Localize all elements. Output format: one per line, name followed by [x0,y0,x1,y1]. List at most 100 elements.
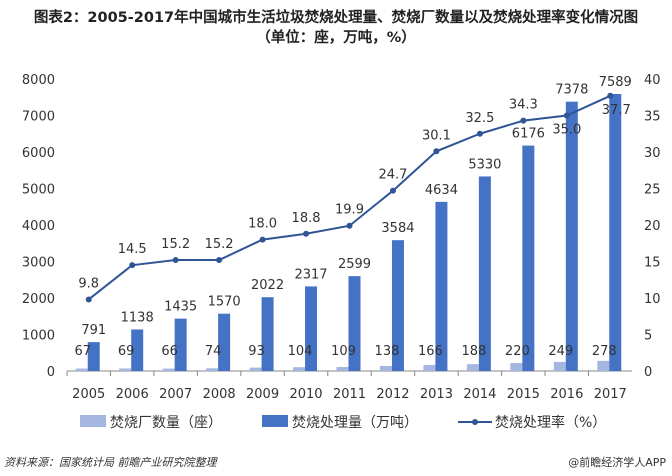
point-rate [303,230,310,237]
data-label-rate: 32.5 [465,111,494,126]
x-tick-label: 2013 [420,387,453,402]
data-label-volume: 1570 [208,295,241,310]
data-label-rate: 35.0 [552,123,581,138]
bar-volume [391,240,404,371]
bar-plants [75,368,88,371]
bar-volume [522,145,535,371]
data-label-rate: 9.8 [78,276,99,291]
y-right-tick: 25 [644,183,661,198]
x-tick-label: 2007 [159,387,192,402]
data-label-rate: 37.7 [602,103,631,118]
x-tick-label: 2014 [463,387,496,402]
x-tick-label: 2016 [550,387,583,402]
data-label-volume: 2599 [338,257,371,272]
data-label-plants: 278 [592,344,617,359]
data-label-volume: 7589 [599,75,632,90]
y-left-tick: 8000 [22,73,55,88]
data-label-plants: 69 [118,344,135,359]
data-label-plants: 109 [331,344,356,359]
y-right-tick: 35 [644,110,661,125]
data-label-volume: 4634 [425,183,458,198]
x-tick-label: 2009 [246,387,279,402]
data-label-plants: 138 [375,344,400,359]
data-label-plants: 93 [248,344,265,359]
y-left-tick: 4000 [22,219,55,234]
bar-plants [379,365,392,371]
credit: @前瞻经济学人APP [568,456,666,469]
y-left-tick: 0 [47,365,55,380]
data-label-rate: 24.7 [378,168,407,183]
point-rate [476,130,483,137]
data-label-volume: 2317 [294,267,327,282]
bar-volume [435,201,448,371]
bar-volume [609,94,622,372]
y-right-tick: 10 [644,292,661,307]
y-left-tick: 2000 [22,292,55,307]
data-label-volume: 791 [81,323,106,338]
x-tick-label: 2012 [376,387,409,402]
point-rate [563,112,570,119]
data-label-plants: 67 [74,344,91,359]
x-tick-label: 2011 [333,387,366,402]
data-label-rate: 19.9 [335,203,364,218]
y-right-tick: 5 [644,329,652,344]
point-rate [607,92,614,99]
bar-plants [466,364,479,371]
bar-plants [162,368,175,371]
data-label-volume: 1138 [121,310,154,325]
x-tick-label: 2005 [72,387,105,402]
y-right-tick: 20 [644,219,661,234]
point-rate [520,117,527,124]
x-tick-label: 2008 [203,387,236,402]
bar-plants [119,368,132,371]
x-tick-label: 2015 [507,387,540,402]
point-rate [346,222,353,229]
bar-volume [565,101,578,371]
legend-label-plants: 焚烧厂数量（座） [110,415,222,431]
bar-plants [597,360,610,371]
x-tick-label: 2017 [594,387,627,402]
data-label-rate: 18.8 [292,211,321,226]
point-rate [129,262,136,269]
y-right-tick: 40 [644,73,661,88]
x-tick-label: 2010 [289,387,322,402]
data-label-rate: 18.0 [248,217,277,232]
data-label-volume: 2022 [251,278,284,293]
chart-subtitle: （单位：座，万吨，%） [256,30,416,46]
legend-swatch-plants [80,415,106,427]
data-label-volume: 6176 [512,127,545,142]
data-label-rate: 15.2 [205,237,234,252]
bar-plants [206,368,219,371]
data-label-volume: 7378 [555,83,588,98]
bar-volume [305,286,318,371]
data-label-rate: 14.5 [118,242,147,257]
bar-volume [174,318,187,371]
bar-volume [131,329,144,371]
legend-label-rate: 焚烧处理率（%） [495,414,606,431]
point-rate [389,187,396,194]
bar-plants [249,367,262,371]
bar-volume [261,297,274,371]
y-left-tick: 6000 [22,146,55,161]
y-right-tick: 15 [644,256,661,271]
source-note: 资料来源：国家统计局 前瞻产业研究院整理 [4,456,217,469]
point-rate [172,257,179,264]
data-label-plants: 220 [505,344,530,359]
legend-marker-rate [472,419,478,425]
data-label-volume: 5330 [468,157,501,172]
y-left-tick: 7000 [22,110,55,125]
bar-plants [293,367,306,371]
legend-label-volume: 焚烧处理量（万吨） [292,415,418,431]
data-label-volume: 3584 [381,221,414,236]
x-tick-label: 2006 [116,387,149,402]
legend-swatch-volume [262,415,288,427]
y-right-tick: 30 [644,146,661,161]
data-label-rate: 30.1 [422,128,451,143]
point-rate [259,236,266,243]
bar-volume [87,342,100,371]
data-label-rate: 34.3 [509,98,538,113]
bar-plants [553,361,566,371]
data-label-rate: 15.2 [161,237,190,252]
point-rate [433,148,440,155]
